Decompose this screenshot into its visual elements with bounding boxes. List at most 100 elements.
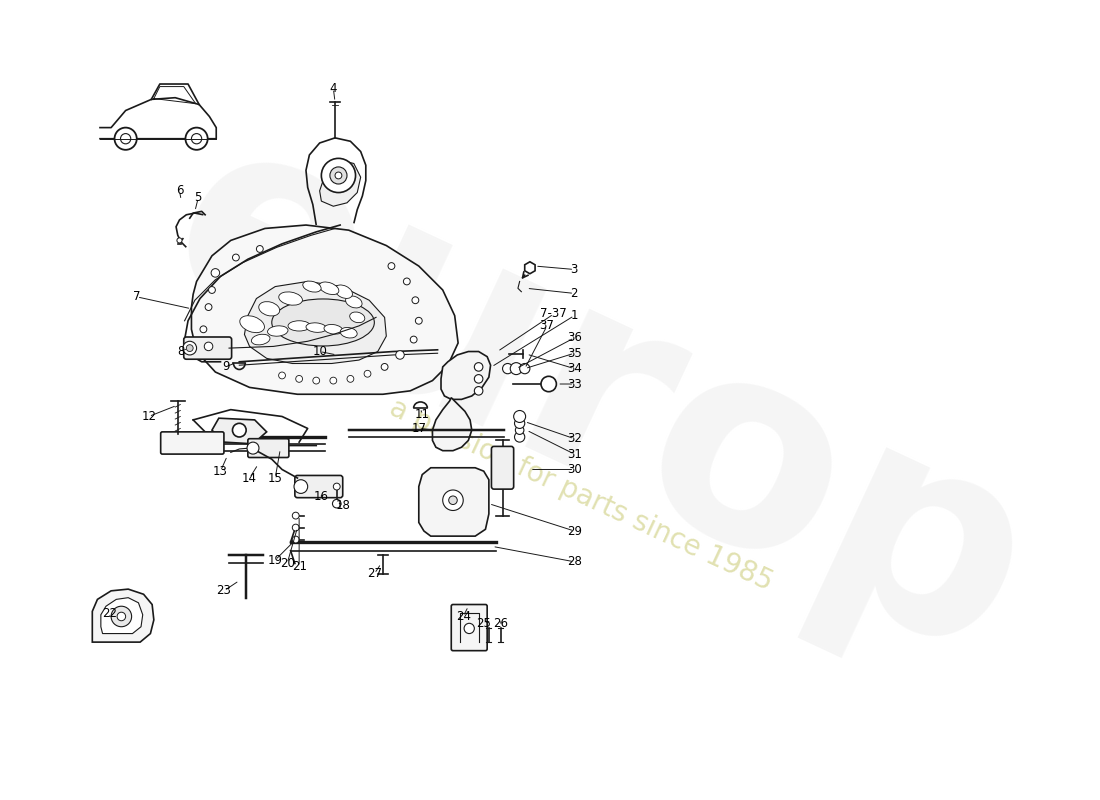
FancyBboxPatch shape	[492, 446, 514, 489]
Circle shape	[474, 362, 483, 371]
Text: 37: 37	[540, 319, 554, 332]
Text: 14: 14	[242, 471, 257, 485]
FancyBboxPatch shape	[451, 605, 487, 650]
Text: a passion for parts since 1985: a passion for parts since 1985	[385, 394, 778, 597]
Ellipse shape	[258, 302, 279, 316]
Ellipse shape	[324, 325, 343, 334]
Circle shape	[464, 623, 474, 634]
Text: 31: 31	[566, 447, 582, 461]
Circle shape	[183, 342, 197, 355]
Ellipse shape	[334, 285, 352, 298]
Text: 13: 13	[213, 465, 228, 478]
Text: 16: 16	[314, 490, 329, 503]
Text: 11: 11	[415, 408, 430, 422]
Circle shape	[205, 304, 212, 310]
Text: 7: 7	[133, 290, 141, 303]
Ellipse shape	[240, 316, 264, 333]
Ellipse shape	[302, 281, 321, 292]
Circle shape	[449, 496, 458, 505]
Circle shape	[382, 363, 388, 370]
Circle shape	[312, 377, 320, 384]
Text: 19: 19	[267, 554, 283, 566]
Circle shape	[364, 370, 371, 377]
Circle shape	[396, 350, 405, 359]
Circle shape	[177, 238, 182, 243]
Circle shape	[232, 423, 246, 437]
Text: 12: 12	[141, 410, 156, 423]
Circle shape	[416, 318, 422, 324]
Ellipse shape	[306, 323, 327, 332]
FancyBboxPatch shape	[161, 432, 224, 454]
Text: 20: 20	[279, 557, 295, 570]
Text: 30: 30	[566, 463, 582, 476]
Text: 18: 18	[337, 499, 351, 512]
Circle shape	[442, 490, 463, 510]
Circle shape	[336, 172, 342, 179]
Circle shape	[333, 483, 340, 490]
Circle shape	[186, 128, 208, 150]
Polygon shape	[212, 418, 266, 444]
Ellipse shape	[252, 334, 270, 345]
Text: 27: 27	[366, 567, 382, 580]
Polygon shape	[441, 351, 491, 399]
Text: 4: 4	[330, 82, 337, 94]
Circle shape	[117, 612, 125, 621]
Polygon shape	[92, 589, 154, 642]
Circle shape	[330, 377, 337, 384]
Text: 33: 33	[566, 378, 582, 390]
Circle shape	[515, 432, 525, 442]
Circle shape	[114, 128, 136, 150]
Circle shape	[503, 363, 513, 374]
Circle shape	[541, 376, 557, 392]
Text: 32: 32	[566, 432, 582, 446]
Circle shape	[330, 167, 346, 184]
Circle shape	[186, 345, 194, 351]
Ellipse shape	[340, 327, 358, 338]
Text: 23: 23	[217, 584, 231, 598]
Text: 21: 21	[292, 561, 307, 574]
Text: 2: 2	[571, 287, 579, 300]
Polygon shape	[100, 98, 217, 138]
Circle shape	[205, 342, 212, 350]
Text: 28: 28	[566, 555, 582, 568]
Circle shape	[412, 297, 419, 304]
Circle shape	[410, 336, 417, 343]
Ellipse shape	[345, 296, 362, 308]
Ellipse shape	[288, 321, 310, 331]
Ellipse shape	[350, 312, 365, 322]
Circle shape	[346, 375, 354, 382]
Circle shape	[321, 158, 355, 193]
Circle shape	[293, 512, 299, 519]
Circle shape	[111, 606, 132, 626]
Circle shape	[294, 480, 308, 494]
Text: europ: europ	[128, 86, 1069, 716]
Circle shape	[211, 269, 220, 277]
Circle shape	[514, 410, 526, 422]
Polygon shape	[191, 225, 458, 394]
Text: 36: 36	[566, 331, 582, 344]
Text: 35: 35	[566, 346, 582, 360]
Text: 8: 8	[177, 345, 185, 358]
Text: 26: 26	[493, 617, 508, 630]
Ellipse shape	[267, 326, 288, 336]
Text: 1: 1	[571, 309, 579, 322]
Text: 25: 25	[476, 617, 492, 630]
Text: 9: 9	[222, 361, 230, 374]
Text: 22: 22	[102, 606, 117, 619]
Circle shape	[293, 524, 299, 531]
Circle shape	[388, 262, 395, 270]
Text: 29: 29	[566, 525, 582, 538]
Circle shape	[474, 374, 483, 383]
FancyBboxPatch shape	[248, 438, 289, 458]
Circle shape	[209, 286, 216, 294]
Text: 17: 17	[411, 422, 427, 435]
Ellipse shape	[272, 299, 374, 346]
Text: 5: 5	[195, 191, 202, 204]
Circle shape	[516, 426, 524, 434]
Polygon shape	[320, 160, 361, 206]
Polygon shape	[101, 598, 143, 634]
Circle shape	[278, 372, 286, 379]
Text: 34: 34	[566, 362, 582, 375]
Circle shape	[232, 254, 240, 261]
Circle shape	[256, 246, 263, 252]
